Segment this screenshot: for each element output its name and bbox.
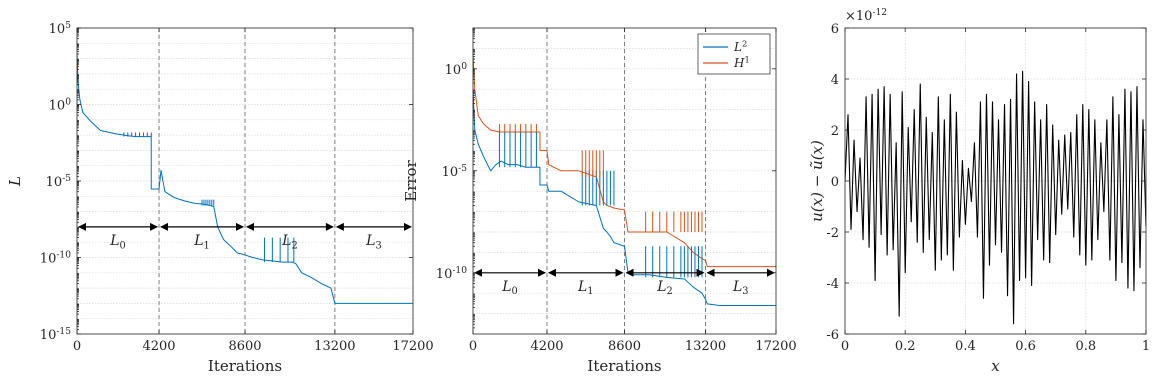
stage-label-2: L2 xyxy=(656,279,673,297)
x-tick-label: 17200 xyxy=(392,339,433,354)
stage-label-1: L1 xyxy=(193,233,210,251)
x-axis-label: x xyxy=(991,357,1000,375)
stage-arrow-1: L1 xyxy=(160,222,244,251)
y-axis-label: u(x) − ũ(x) xyxy=(808,140,826,222)
stage-arrow-head-left xyxy=(78,222,86,231)
y-tick-label: 10-10 xyxy=(436,266,467,282)
stage-arrow-0: L0 xyxy=(474,268,546,297)
stage-arrow-head-right xyxy=(404,222,412,231)
y-tick-label: 105 xyxy=(49,21,72,37)
stage-arrow-head-left xyxy=(625,268,634,277)
x-axis-label: Iterations xyxy=(587,357,661,375)
x-tick-label: 0.8 xyxy=(1075,339,1096,354)
series-group xyxy=(77,53,413,304)
y-axis-label: L xyxy=(6,176,24,187)
y-tick-label: 10-5 xyxy=(442,164,468,180)
x-tick-label: 1 xyxy=(1142,339,1150,354)
series-group xyxy=(473,54,776,306)
panel-1: L0 L1 L2 L3 0 4200 8600 13200 17200 10-15 10-10 10-… xyxy=(6,21,434,375)
stage-label-1: L1 xyxy=(577,279,594,297)
stage-label-3: L3 xyxy=(732,279,749,297)
exponent-label: ×10-12 xyxy=(845,8,887,24)
y-tick-label: -6 xyxy=(826,328,839,343)
y-tick-label: -2 xyxy=(826,226,839,241)
y-tick-label: 6 xyxy=(831,22,839,37)
y-tick-label: 100 xyxy=(49,97,72,113)
y-tick-label: 100 xyxy=(445,62,468,78)
stage-arrow-0: L0 xyxy=(78,222,159,251)
stage-arrow-head-right xyxy=(325,222,334,231)
x-axis-label: Iterations xyxy=(208,357,282,375)
x-tick-label: 4200 xyxy=(530,339,563,354)
x-tick-label: 17200 xyxy=(755,339,796,354)
x-tick-label: 8600 xyxy=(608,339,641,354)
stage-arrow-2: L2 xyxy=(246,222,334,251)
x-tick-label: 0.6 xyxy=(1015,339,1036,354)
y-tick-label: 10-15 xyxy=(40,327,71,343)
ticks xyxy=(76,27,414,335)
y-tick-label: 4 xyxy=(831,73,839,88)
x-tick-label: 0.4 xyxy=(955,339,976,354)
stage-arrow-head-right xyxy=(150,222,159,231)
stage-arrow-head-left xyxy=(474,268,482,277)
x-tick-label: 4200 xyxy=(142,339,175,354)
y-axis-label: Error xyxy=(402,159,420,201)
series-line-1 xyxy=(77,53,413,304)
x-tick-label: 8600 xyxy=(228,339,261,354)
x-tick-label: 13200 xyxy=(314,339,355,354)
panel-2: L0 L1 L2 L3 0 4200 8600 13200 17200 10-10 10-5 100 I… xyxy=(402,27,797,375)
ticks xyxy=(472,28,777,334)
x-tick-label: 0 xyxy=(841,339,849,354)
panel-3: 0 0.2 0.4 0.6 0.8 1 -6 -4 -2 0 2 4 6 x u(x) − ũ(x) ×10-… xyxy=(808,8,1150,375)
stage-arrow-2: L2 xyxy=(625,268,705,297)
series-line-1 xyxy=(845,70,1146,325)
y-tick-label: 0 xyxy=(831,175,839,190)
stage-arrow-head-right xyxy=(696,268,705,277)
ticks xyxy=(844,27,1147,335)
x-tick-label: 0.2 xyxy=(895,339,916,354)
stage-arrow-head-left xyxy=(246,222,254,231)
stage-label-0: L0 xyxy=(109,233,126,251)
stage-arrow-head-left xyxy=(706,268,715,277)
stage-label-2: L2 xyxy=(281,233,298,251)
stage-label-0: L0 xyxy=(501,279,518,297)
y-tick-label: 2 xyxy=(831,124,839,139)
series-group xyxy=(845,70,1146,325)
stage-arrow-head-right xyxy=(236,222,244,231)
stage-arrow-3: L3 xyxy=(335,222,412,251)
stage-arrow-head-right xyxy=(767,268,775,277)
legend-box xyxy=(697,33,771,75)
y-tick-label: 10-10 xyxy=(40,250,71,266)
y-tick-label: -4 xyxy=(826,277,839,292)
series-line-1 xyxy=(473,89,776,306)
stage-arrow-1: L1 xyxy=(547,268,624,297)
y-tick-label: 10-5 xyxy=(46,174,72,190)
stage-arrow-head-right xyxy=(537,268,546,277)
legend-label-2: H1 xyxy=(733,54,750,70)
x-tick-label: 0 xyxy=(469,339,477,354)
stage-arrow-head-left xyxy=(160,222,169,231)
stage-arrow-head-left xyxy=(547,268,556,277)
x-tick-label: 0 xyxy=(73,339,81,354)
x-tick-label: 13200 xyxy=(685,339,726,354)
stage-arrow-head-right xyxy=(615,268,624,277)
legend-label-1: L2 xyxy=(733,38,747,54)
stage-arrow-3: L3 xyxy=(706,268,775,297)
stage-arrow-head-left xyxy=(335,222,344,231)
stage-label-3: L3 xyxy=(365,233,382,251)
